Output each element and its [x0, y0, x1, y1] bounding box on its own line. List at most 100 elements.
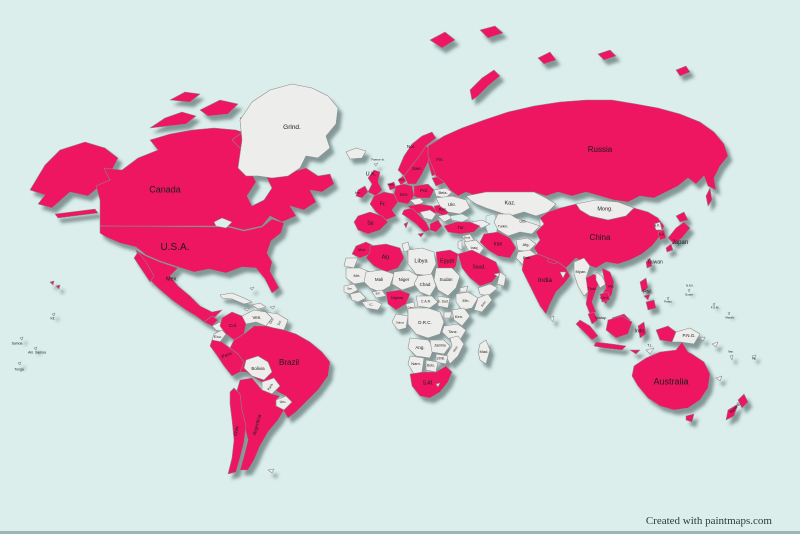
country-mozambique	[445, 335, 465, 365]
country-somalia	[473, 293, 493, 313]
country-jamaica	[243, 307, 250, 312]
country-senegal	[343, 283, 359, 295]
country-taiwan	[645, 257, 653, 269]
country-bolivia	[243, 355, 273, 381]
country-algeria	[365, 243, 405, 273]
country-madagascar	[477, 339, 491, 365]
country-botswana	[425, 359, 439, 373]
country-philippines	[639, 277, 657, 311]
continent-asia	[427, 25, 729, 355]
country-ireland	[355, 185, 369, 199]
country-new-zealand	[725, 393, 749, 421]
bottom-border-line	[0, 531, 800, 534]
country-namibia	[407, 355, 425, 375]
region-falklands	[267, 468, 275, 474]
country-ukraine	[435, 195, 471, 215]
country-france	[369, 191, 399, 221]
country-mexico	[135, 249, 223, 323]
country-central-african-republic	[415, 295, 439, 309]
country-papua-new-guinea	[671, 327, 701, 345]
country-puerto-rico	[269, 305, 276, 310]
country-south-africa	[409, 365, 453, 399]
country-bangladesh	[559, 271, 567, 279]
country-kenya	[451, 307, 471, 327]
country-italy	[401, 207, 431, 238]
country-denmark	[397, 175, 407, 186]
country-dr-congo	[407, 307, 445, 339]
country-iraq	[463, 239, 485, 257]
continent-south-america	[209, 309, 331, 475]
region-russia-arctic-islands	[429, 25, 713, 207]
region-western-sahara	[343, 257, 359, 269]
country-afghanistan	[515, 237, 537, 253]
continent-north-america	[29, 91, 335, 343]
country-north-korea	[653, 221, 663, 231]
country-united-states	[99, 218, 285, 294]
country-mali	[363, 269, 395, 293]
region-balkans-west	[419, 209, 437, 221]
region-levant	[457, 239, 463, 251]
country-turkey	[443, 221, 481, 235]
country-oman	[496, 271, 507, 287]
country-united-kingdom	[367, 169, 383, 197]
continent-europe	[353, 131, 471, 238]
great-lakes	[213, 217, 233, 229]
country-zimbabwe	[435, 353, 449, 365]
country-australia	[631, 341, 711, 411]
country-lesotho	[435, 382, 441, 388]
continent-africa	[343, 241, 493, 399]
credit-text: Created with paintmaps.com	[645, 515, 772, 527]
country-timor-leste	[645, 347, 655, 355]
country-guatemala	[203, 315, 219, 327]
country-mexico-baja	[133, 251, 155, 283]
country-solomon-islands	[699, 336, 719, 348]
country-kazakhstan	[465, 191, 557, 217]
country-chile	[227, 387, 247, 475]
country-faeroe-islands	[373, 162, 379, 167]
region-new-caledonia	[715, 375, 723, 382]
country-greece	[429, 219, 443, 233]
country-vanuatu	[729, 354, 734, 361]
region-uae-qatar	[493, 272, 501, 278]
country-czechia	[409, 197, 425, 207]
country-netherlands-belgium	[387, 181, 397, 191]
country-paraguay	[261, 377, 281, 395]
country-japan	[665, 211, 691, 253]
country-laos	[595, 271, 607, 289]
country-brazil	[229, 325, 331, 419]
country-sri-lanka	[549, 315, 555, 323]
country-ethiopia	[455, 291, 479, 311]
region-eritrea-djibouti	[459, 285, 469, 293]
region-uganda-rwanda	[443, 311, 453, 319]
region-gabon-congo	[391, 313, 409, 331]
country-yemen	[477, 283, 499, 297]
country-burkina-faso	[371, 289, 387, 299]
country-russia	[427, 99, 729, 203]
country-belarus	[433, 187, 453, 199]
country-bahamas	[249, 286, 255, 291]
country-south-sudan	[437, 295, 451, 309]
country-niger	[391, 269, 419, 291]
country-ecuador	[211, 329, 227, 343]
region-ivory-coast-ghana	[361, 299, 383, 311]
country-indonesia	[575, 315, 677, 355]
country-poland	[413, 183, 435, 199]
country-cuba	[219, 292, 253, 305]
country-sudan	[433, 267, 461, 297]
country-hispaniola	[251, 302, 267, 310]
region-pacific-islands	[17, 288, 731, 366]
country-iceland	[345, 147, 367, 160]
country-saudi-arabia	[457, 249, 501, 287]
country-bulgaria	[437, 213, 453, 223]
country-canada	[95, 127, 335, 231]
country-usa-aleutians	[54, 208, 99, 219]
region-uzbekistan-turkmenistan	[493, 213, 541, 237]
region-tasmania	[685, 413, 695, 423]
country-south-korea	[657, 229, 667, 241]
region-hawaii	[49, 280, 61, 290]
country-fiji	[751, 354, 757, 360]
country-china	[533, 203, 665, 269]
country-greenland	[237, 83, 339, 179]
